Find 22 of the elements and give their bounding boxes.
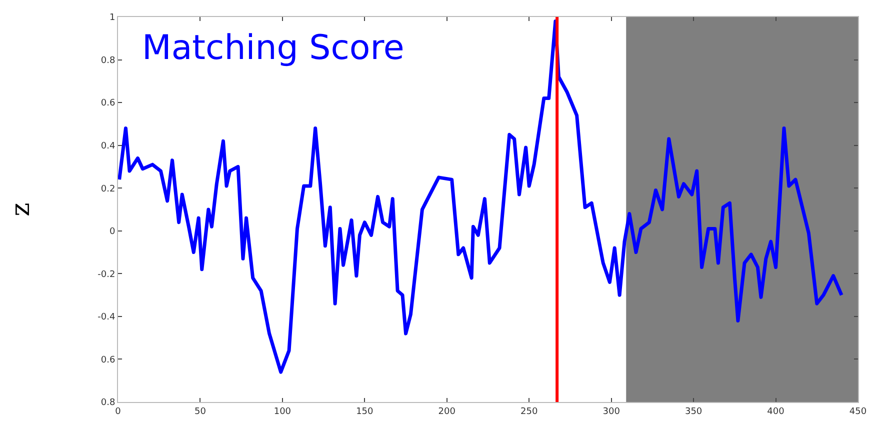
x-tick-label: 50	[194, 406, 206, 417]
y-tick-label: 0.4	[100, 141, 116, 152]
y-tick-label: 0.6	[100, 98, 116, 109]
x-tick-label: 450	[849, 406, 867, 417]
x-tick-label: 250	[520, 406, 538, 417]
y-tick-label: 0.2	[100, 184, 116, 194]
annotation: Matching Score	[142, 28, 404, 68]
y-tick-label: 0	[109, 227, 116, 238]
y-tick-label: -0.4	[98, 312, 116, 323]
x-tick-label: 100	[274, 406, 292, 417]
y-tick-label: 0.6	[100, 355, 116, 366]
x-tick-label: 400	[767, 406, 785, 417]
x-tick-label: 350	[684, 406, 702, 417]
y-tick-label: 0.8	[100, 56, 116, 66]
y-axis-title: z	[6, 202, 36, 216]
y-tick-label: 0.8	[100, 398, 116, 408]
x-tick-label: 200	[438, 406, 456, 417]
y-tick-label: 1	[109, 13, 116, 24]
x-tick-label: 300	[602, 406, 620, 417]
y-tick-label: -0.2	[98, 270, 116, 280]
x-tick-label: 150	[356, 406, 374, 417]
line-series	[118, 20, 844, 374]
